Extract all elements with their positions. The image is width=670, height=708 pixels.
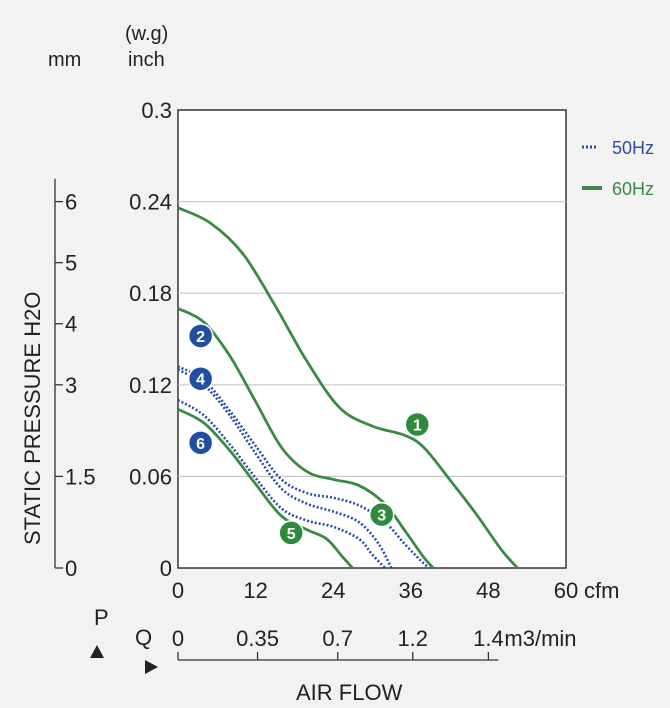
mm-tick-label: 5 (65, 251, 77, 276)
curve-badge-label-6: 6 (196, 436, 205, 453)
curve-badge-5 (278, 520, 304, 546)
curve-badge-3 (368, 501, 395, 528)
mm-tick-label: 4 (65, 312, 77, 337)
curve-badge-6 (187, 430, 214, 456)
wg-unit-label: (w.g) (125, 23, 168, 45)
inch-tick-label: 0.3 (141, 98, 172, 123)
inch-axis: 0 0.06 0.12 0.18 0.24 0.3 (129, 98, 172, 581)
m3-unit-label: m3/min (504, 626, 576, 651)
mm-axis: 0 1.5 3 4 5 6 (54, 178, 96, 581)
cfm-tick-label: 0 (172, 578, 184, 603)
y-axis-title: STATIC PRESSURE H2O (20, 292, 45, 545)
mm-tick-label: 3 (65, 373, 77, 398)
curve-2-60hz (177, 307, 435, 569)
curve-4-50hz (177, 368, 393, 569)
x-axis-title: AIR FLOW (296, 680, 403, 705)
curve-badge-1 (404, 411, 431, 438)
cfm-axis: 0 12 24 36 48 60 cfm (172, 578, 620, 603)
curve-badge-label-1: 1 (413, 417, 422, 434)
cfm-tick-label: 48 (476, 578, 500, 603)
q-arrow-icon (145, 660, 158, 674)
m3-tick-label: 1.4 (473, 626, 504, 651)
p-label: P (94, 605, 109, 630)
mm-tick-label: 1.5 (65, 464, 96, 489)
curve-1-60hz (177, 206, 519, 569)
curve-badge-label-3: 3 (377, 508, 386, 525)
inch-tick-label: 0 (160, 556, 172, 581)
cfm-tick-label: 12 (243, 578, 267, 603)
m3-tick-label: 0.7 (322, 626, 353, 651)
cfm-unit-label: cfm (584, 578, 619, 603)
q-label: Q (135, 625, 152, 650)
cfm-tick-label: 60 (554, 578, 578, 603)
m3-tick-label: 0 (172, 626, 184, 651)
curve-badge-label-5: 5 (287, 526, 296, 543)
inch-tick-label: 0.18 (129, 281, 172, 306)
cfm-tick-label: 36 (399, 578, 423, 603)
curve-3-50hz (177, 365, 430, 569)
legend-50hz-label: 50Hz (612, 138, 654, 158)
plot-area (177, 109, 567, 569)
inch-tick-label: 0.12 (129, 373, 172, 398)
curve-badge-label-2: 2 (196, 329, 205, 346)
mm-tick-label: 6 (65, 190, 77, 215)
p-arrow-icon (90, 645, 104, 658)
legend-60hz-label: 60Hz (612, 179, 654, 199)
curve-badge-label-4: 4 (196, 372, 205, 389)
inch-tick-label: 0.24 (129, 190, 172, 215)
curve-badge-4 (187, 365, 214, 392)
grid-lines (178, 201, 566, 477)
cfm-tick-label: 24 (321, 578, 345, 603)
inch-unit-label: inch (128, 49, 165, 71)
curve-5-60hz (177, 407, 354, 569)
m3-tick-label: 0.35 (236, 626, 279, 651)
inch-tick-label: 0.06 (129, 464, 172, 489)
curve-6-50hz (177, 398, 386, 569)
curve-labels: 1 2 3 4 5 6 (187, 323, 431, 546)
legend: 50Hz 60Hz (582, 138, 654, 199)
mm-tick-label: 0 (65, 556, 77, 581)
m3-axis: 0 0.35 0.7 1.2 1.4 m3/min (172, 626, 577, 661)
m3-tick-label: 1.2 (397, 626, 428, 651)
curves (177, 206, 519, 569)
mm-unit-label: mm (48, 49, 81, 71)
curve-badge-2 (187, 323, 214, 349)
